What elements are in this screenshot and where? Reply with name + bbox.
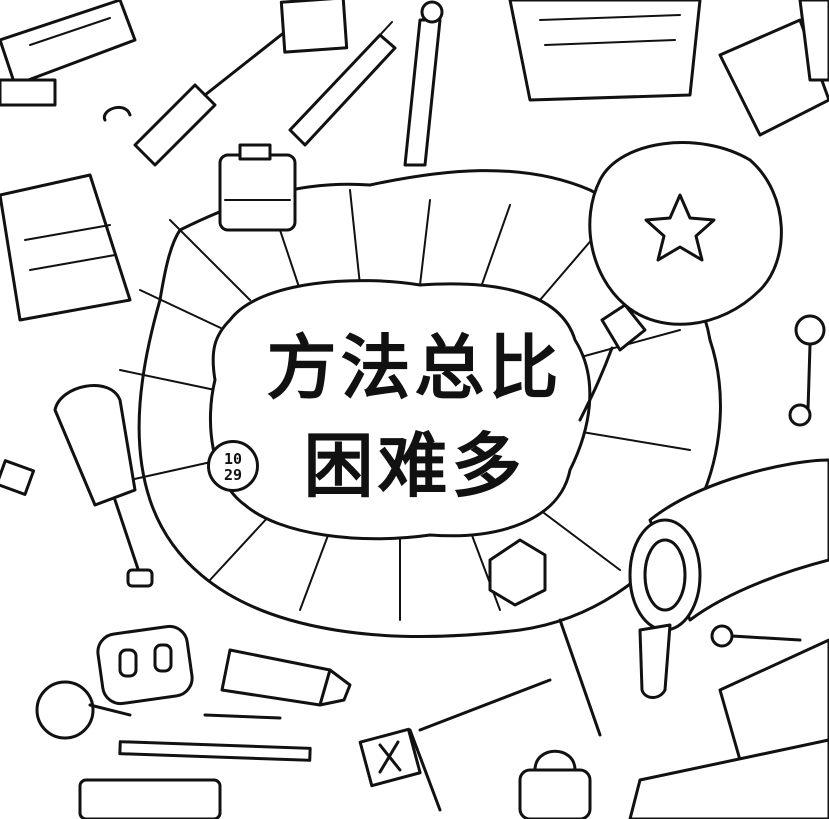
tablet-icon xyxy=(0,173,132,322)
star-icon xyxy=(644,193,716,262)
flag-icon xyxy=(358,727,442,812)
popsicle-icon xyxy=(0,384,154,588)
hair-dryer-icon xyxy=(628,458,829,699)
note-paper-icon xyxy=(279,0,349,54)
laptop-icon xyxy=(508,0,702,102)
phone-icon xyxy=(78,778,222,819)
drill-bit-icon xyxy=(403,0,444,167)
pen-icon xyxy=(288,21,397,147)
glasses-icon xyxy=(35,680,132,740)
book-icon xyxy=(628,638,829,819)
balloon-icon xyxy=(578,141,783,422)
marker-icon xyxy=(0,0,137,107)
date-badge: 10 29 xyxy=(207,440,259,492)
padlock-icon xyxy=(518,749,592,819)
headline-line-1: 方法总比 xyxy=(266,327,563,409)
marker-bottom-icon xyxy=(220,648,352,707)
small-key-icon xyxy=(710,624,802,648)
book-stack-icon xyxy=(718,0,829,137)
date-day: 29 xyxy=(223,466,243,484)
key-icon xyxy=(788,314,826,427)
sticks-icon xyxy=(118,618,602,762)
speech-blob xyxy=(208,279,592,541)
date-month: 10 xyxy=(223,450,243,468)
camera-icon xyxy=(218,143,297,232)
cube-icon xyxy=(488,538,547,607)
headline-line-2: 困难多 xyxy=(303,425,526,507)
socket-icon xyxy=(96,624,194,706)
